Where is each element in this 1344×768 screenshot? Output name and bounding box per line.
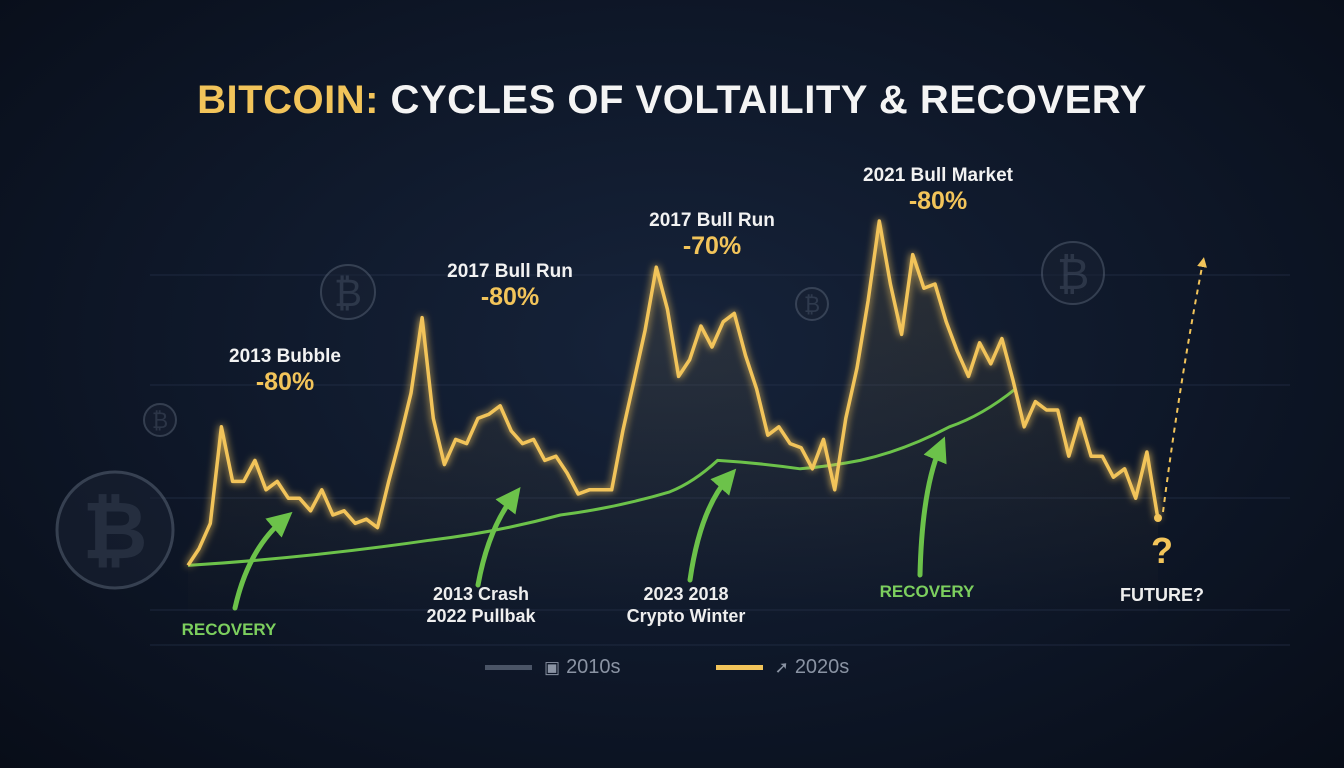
svg-text:₿: ₿ [804,293,820,318]
price-line [186,219,1160,567]
legend-item-2020s: ➚ 2020s [715,656,849,679]
legend-swatch [485,665,532,670]
svg-text:₿: ₿ [334,271,362,315]
annotation-peak4: 2021 Bull Market -80% [863,165,1013,215]
legend: ▣ 2010s ➚ 2020s [485,656,944,679]
trend-line [187,387,1017,567]
legend-item-2010s: ▣ 2010s [485,656,621,679]
svg-text:₿: ₿ [82,484,147,577]
bitcoin-coin-icon: ₿ [143,403,177,437]
recovery-label: RECOVERY [181,620,277,639]
annotation-peak2: 2017 Bull Run -80% [447,261,573,311]
bitcoin-coin-icon: ₿ [1041,241,1105,305]
annotation-peak1: 2013 Bubble -80% [229,346,341,396]
recovery-label: RECOVERY [879,582,975,601]
bitcoin-coin-icon: ₿ [55,470,175,590]
recovery-arrow [232,511,293,611]
bitcoin-coin-icon: ₿ [320,264,376,320]
chart-title: BITCOIN: CYCLES OF VOLTAILITY & RECOVERY [197,78,1147,122]
annotation-peak3: 2017 Bull Run -70% [649,210,775,260]
crash-note: 2023 2018 Crypto Winter [626,584,746,626]
recovery-arrows [232,436,947,611]
rocket-icon: ➚ [774,657,789,677]
future-arrow [1162,257,1207,513]
legend-swatch [715,665,763,670]
bitcoin-coin-icon: ₿ [795,287,829,321]
recovery-arrow [475,487,521,588]
crash-note: 2013 Crash 2022 Pullbak [426,584,536,626]
question-mark: ? [1151,530,1173,571]
recovery-arrow [687,468,737,583]
recovery-arrow [917,436,947,578]
price-area [188,221,1158,620]
svg-text:₿: ₿ [1057,249,1090,300]
current-point [1154,514,1162,522]
square-icon: ▣ [544,657,561,677]
svg-text:₿: ₿ [152,409,168,434]
future-label: FUTURE? [1120,585,1204,605]
